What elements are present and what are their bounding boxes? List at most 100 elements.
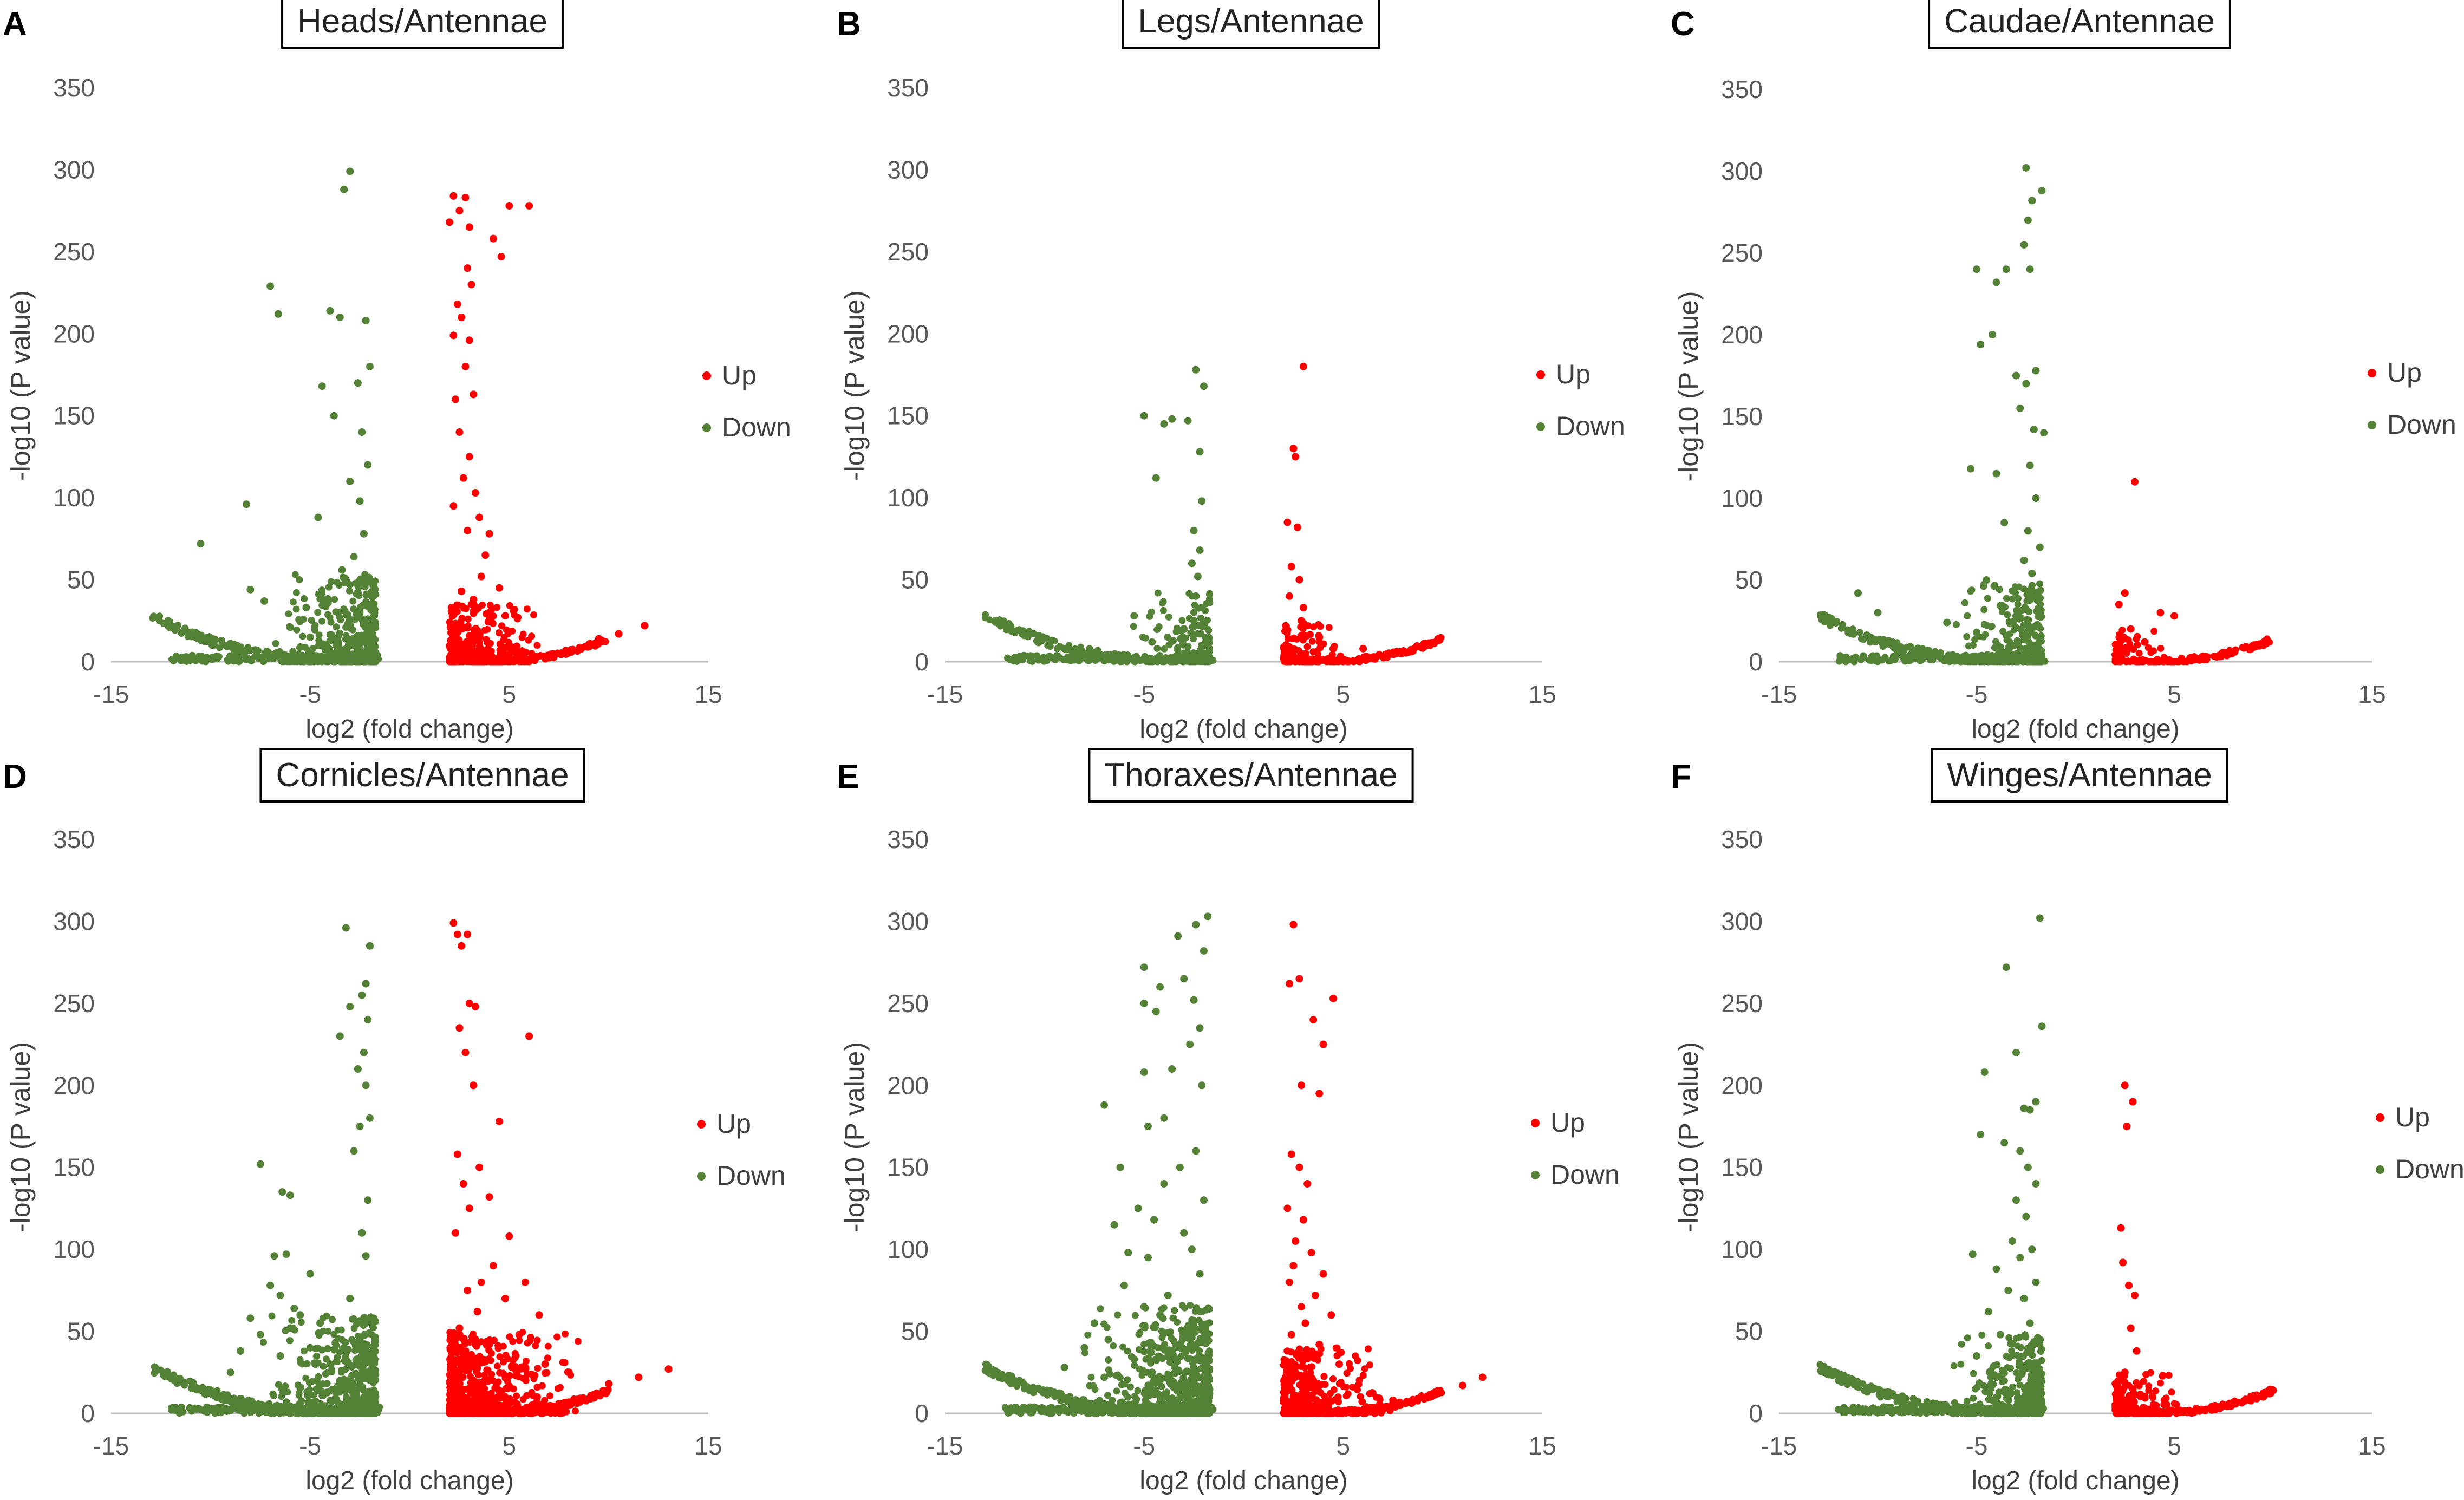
data-point	[266, 282, 275, 290]
data-point	[471, 1002, 479, 1010]
chart-title-group: Thoraxes/Antennae	[1088, 748, 1414, 803]
data-point	[615, 630, 623, 638]
data-point	[370, 1318, 377, 1325]
data-point	[1999, 628, 2007, 635]
y-tick-label: 100	[887, 484, 929, 512]
data-point	[2024, 527, 2032, 535]
data-point	[511, 1366, 519, 1373]
data-point	[449, 502, 458, 510]
data-point	[2002, 265, 2010, 273]
data-point	[510, 1410, 517, 1417]
y-tick-label: 150	[1721, 402, 1763, 431]
data-point	[1152, 474, 1160, 482]
data-point	[1973, 628, 1980, 636]
data-point	[333, 578, 341, 586]
data-point	[350, 605, 357, 613]
data-point	[528, 632, 536, 640]
data-point	[1282, 641, 1290, 648]
data-point	[282, 1250, 290, 1258]
y-tick-label: 300	[53, 907, 95, 935]
y-tick-label: 50	[901, 1318, 929, 1346]
data-point	[549, 1403, 557, 1410]
data-point	[1980, 583, 1987, 590]
data-point	[371, 1377, 379, 1384]
x-axis-label: log2 (fold change)	[1139, 715, 1347, 744]
data-point	[1984, 595, 1991, 602]
data-point	[315, 1373, 322, 1380]
x-tick-label: -5	[299, 1432, 321, 1460]
data-point	[449, 331, 458, 340]
y-tick-label: 50	[67, 566, 95, 594]
data-point	[458, 314, 466, 321]
data-point	[246, 1314, 255, 1322]
data-point	[318, 617, 326, 625]
data-point	[2020, 240, 2028, 249]
data-point	[1308, 637, 1316, 645]
data-point	[306, 1386, 314, 1393]
data-point	[334, 609, 342, 617]
data-point	[1180, 625, 1188, 633]
data-point	[1061, 645, 1069, 653]
data-point	[2191, 653, 2198, 661]
data-point	[557, 651, 565, 658]
data-point	[330, 412, 338, 420]
data-point	[507, 645, 514, 653]
data-point	[284, 658, 291, 666]
data-point	[1961, 599, 1968, 606]
data-point	[369, 652, 376, 660]
data-point	[489, 1262, 497, 1270]
data-point	[493, 1362, 501, 1370]
data-point	[1880, 641, 1888, 648]
data-point	[342, 924, 350, 932]
data-point	[447, 1377, 455, 1385]
y-axis-label: -log10 (P value)	[5, 1042, 36, 1232]
data-point	[1843, 626, 1851, 634]
data-point	[184, 632, 192, 640]
data-point	[1205, 627, 1213, 634]
y-tick-label: 0	[915, 648, 929, 676]
data-point	[523, 605, 531, 613]
legend-marker-up	[1536, 370, 1545, 379]
data-point	[252, 646, 259, 654]
data-point	[289, 648, 297, 655]
y-axis-label: -log10 (P value)	[839, 1042, 870, 1232]
data-point	[360, 1048, 368, 1056]
data-point	[1299, 362, 1307, 370]
data-point	[169, 656, 177, 663]
data-point	[371, 621, 379, 628]
data-point	[484, 1407, 492, 1415]
data-point	[464, 615, 472, 623]
data-point	[1299, 604, 1307, 612]
data-point	[342, 1353, 349, 1360]
data-point	[356, 497, 364, 505]
data-point	[228, 644, 236, 651]
data-point	[1190, 526, 1198, 534]
data-point	[286, 1324, 294, 1332]
y-tick-label: 250	[887, 989, 929, 1018]
data-point	[308, 1408, 316, 1416]
y-tick-label: 200	[53, 1071, 95, 1099]
series-up	[449, 919, 673, 1388]
data-point	[302, 604, 310, 612]
data-point	[475, 604, 483, 612]
data-point	[1289, 651, 1296, 659]
data-point	[1287, 563, 1295, 571]
data-point	[495, 1117, 503, 1125]
data-point	[470, 610, 477, 617]
data-point	[305, 1379, 313, 1386]
data-point	[323, 1388, 330, 1396]
data-point	[1967, 465, 1975, 473]
data-point	[1130, 612, 1138, 620]
data-point	[1874, 609, 1882, 617]
x-axis-label: log2 (fold change)	[305, 715, 513, 744]
data-point	[285, 610, 292, 618]
data-point	[1914, 644, 1921, 652]
data-point	[1190, 617, 1198, 625]
data-point	[151, 1369, 158, 1377]
panel-c: C Caudae/Antennae050100150200250300350-15…	[1671, 0, 2456, 744]
data-point	[284, 1400, 291, 1408]
data-point	[291, 571, 299, 578]
data-point	[2250, 644, 2257, 651]
y-tick-label: 200	[1721, 321, 1763, 349]
